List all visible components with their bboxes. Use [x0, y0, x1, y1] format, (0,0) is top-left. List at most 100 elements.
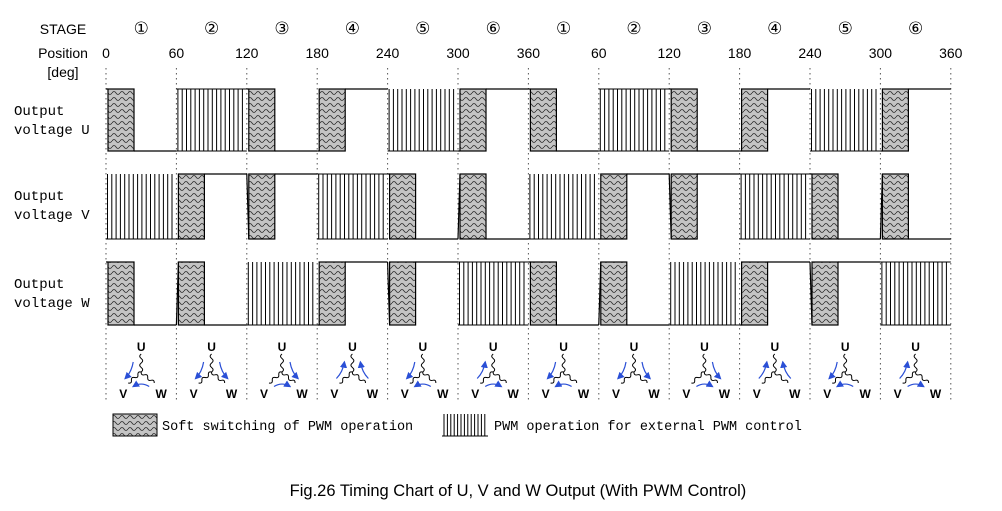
pwm-block	[317, 173, 388, 240]
stage-label: STAGE	[40, 21, 86, 37]
pwm-block	[669, 262, 740, 326]
phase-u-label: U	[278, 340, 287, 354]
phase-w-label: W	[578, 387, 590, 401]
phase-v-label: V	[471, 387, 479, 401]
phase-v-label: V	[260, 387, 268, 401]
position-label: Position	[38, 45, 88, 61]
row-u-label-line1: Output	[14, 104, 64, 120]
phase-w-label: W	[367, 387, 379, 401]
phase-u-label: U	[418, 340, 427, 354]
row-v-label-line2: voltage V	[14, 208, 90, 224]
stage-number: ③	[697, 19, 712, 38]
winding-diagram: U V W	[471, 340, 519, 401]
legend-pwm-label: PWM operation for external PWM control	[494, 420, 802, 435]
position-tick-label: 180	[306, 45, 330, 61]
stage-number: ⑤	[838, 19, 853, 38]
pwm-block	[880, 261, 951, 326]
position-tick-label: 180	[728, 45, 752, 61]
winding-diagram: U V W	[190, 340, 238, 401]
current-arrow	[194, 361, 205, 380]
current-arrow	[405, 361, 416, 380]
position-ticks: 0 60 120 180 240 300 360 60 120 180 240 300 360	[102, 45, 963, 61]
soft-switch-block	[600, 261, 628, 326]
position-tick-label: 300	[869, 45, 893, 61]
winding-diagram: U V W	[612, 340, 660, 401]
soft-switch-block	[670, 88, 698, 152]
phase-v-label: V	[401, 387, 409, 401]
current-arrow	[131, 380, 150, 388]
current-arrow	[546, 361, 557, 380]
current-flow-diagrams: U V W U V W U V W U V W U V W U V W U V W U V W U V W U V W U V W U V W	[119, 340, 942, 401]
phase-u-label: U	[700, 340, 709, 354]
current-arrow	[828, 361, 838, 380]
current-arrow	[758, 360, 770, 379]
stage-number: ②	[626, 19, 641, 38]
soft-switch-block	[459, 173, 487, 240]
phase-u-label: U	[911, 340, 920, 354]
phase-v-label: V	[190, 387, 198, 401]
position-tick-label: 60	[169, 45, 185, 61]
waveform-v	[106, 173, 951, 240]
soft-switch-block	[248, 173, 276, 240]
phase-w-label: W	[719, 387, 731, 401]
phase-v-label: V	[753, 387, 761, 401]
current-arrow	[357, 360, 369, 379]
position-tick-label: 360	[517, 45, 541, 61]
phase-v-label: V	[612, 387, 620, 401]
waveform-u	[106, 88, 951, 152]
current-arrow	[899, 360, 911, 379]
stage-number: ①	[556, 19, 571, 38]
winding-diagram: U V W	[542, 340, 590, 401]
soft-switch-block	[389, 173, 417, 240]
winding-diagram: U V W	[330, 340, 378, 401]
current-arrow	[696, 380, 714, 388]
phase-u-label: U	[630, 340, 639, 354]
pwm-block	[598, 88, 670, 152]
current-arrow	[641, 361, 652, 380]
grid-lines	[105, 68, 952, 400]
current-arrow	[616, 361, 627, 380]
soft-switch-block	[881, 88, 910, 152]
stage-number: ③	[274, 19, 289, 38]
pwm-block	[176, 88, 247, 152]
current-arrow	[413, 380, 432, 388]
position-tick-label: 0	[102, 45, 110, 61]
position-tick-label: 360	[939, 45, 963, 61]
phase-w-label: W	[648, 387, 660, 401]
current-arrow	[476, 360, 488, 379]
phase-w-label: W	[437, 387, 449, 401]
soft-switch-block	[107, 88, 135, 152]
stage-number: ②	[204, 19, 219, 38]
pwm-block	[387, 89, 458, 152]
row-w-label-line2: voltage W	[14, 296, 90, 312]
soft-switch-block	[248, 88, 276, 152]
position-tick-label: 240	[798, 45, 822, 61]
row-u-label-line2: voltage U	[14, 123, 90, 139]
current-arrow	[124, 361, 134, 380]
position-unit-label: [deg]	[47, 64, 78, 80]
soft-switch-block	[811, 261, 839, 326]
legend-soft-label: Soft switching of PWM operation	[162, 420, 413, 435]
current-arrow	[907, 380, 925, 388]
stage-number: ⑥	[486, 19, 501, 38]
soft-switch-block	[318, 261, 346, 326]
waveform-w	[106, 261, 951, 326]
stage-number: ④	[345, 19, 360, 38]
soft-switch-block	[389, 261, 417, 326]
current-arrow	[780, 360, 792, 379]
soft-switch-block	[107, 261, 135, 326]
phase-v-label: V	[682, 387, 690, 401]
phase-u-label: U	[559, 340, 568, 354]
stage-number: ⑤	[415, 19, 430, 38]
soft-switch-block	[740, 261, 769, 326]
current-arrow	[554, 380, 572, 388]
position-tick-label: 240	[376, 45, 400, 61]
legend-soft-swatch	[112, 413, 158, 437]
phase-v-label: V	[542, 387, 550, 401]
phase-v-label: V	[119, 387, 127, 401]
phase-w-label: W	[789, 387, 801, 401]
phase-w-label: W	[226, 387, 238, 401]
phase-u-label: U	[207, 340, 216, 354]
